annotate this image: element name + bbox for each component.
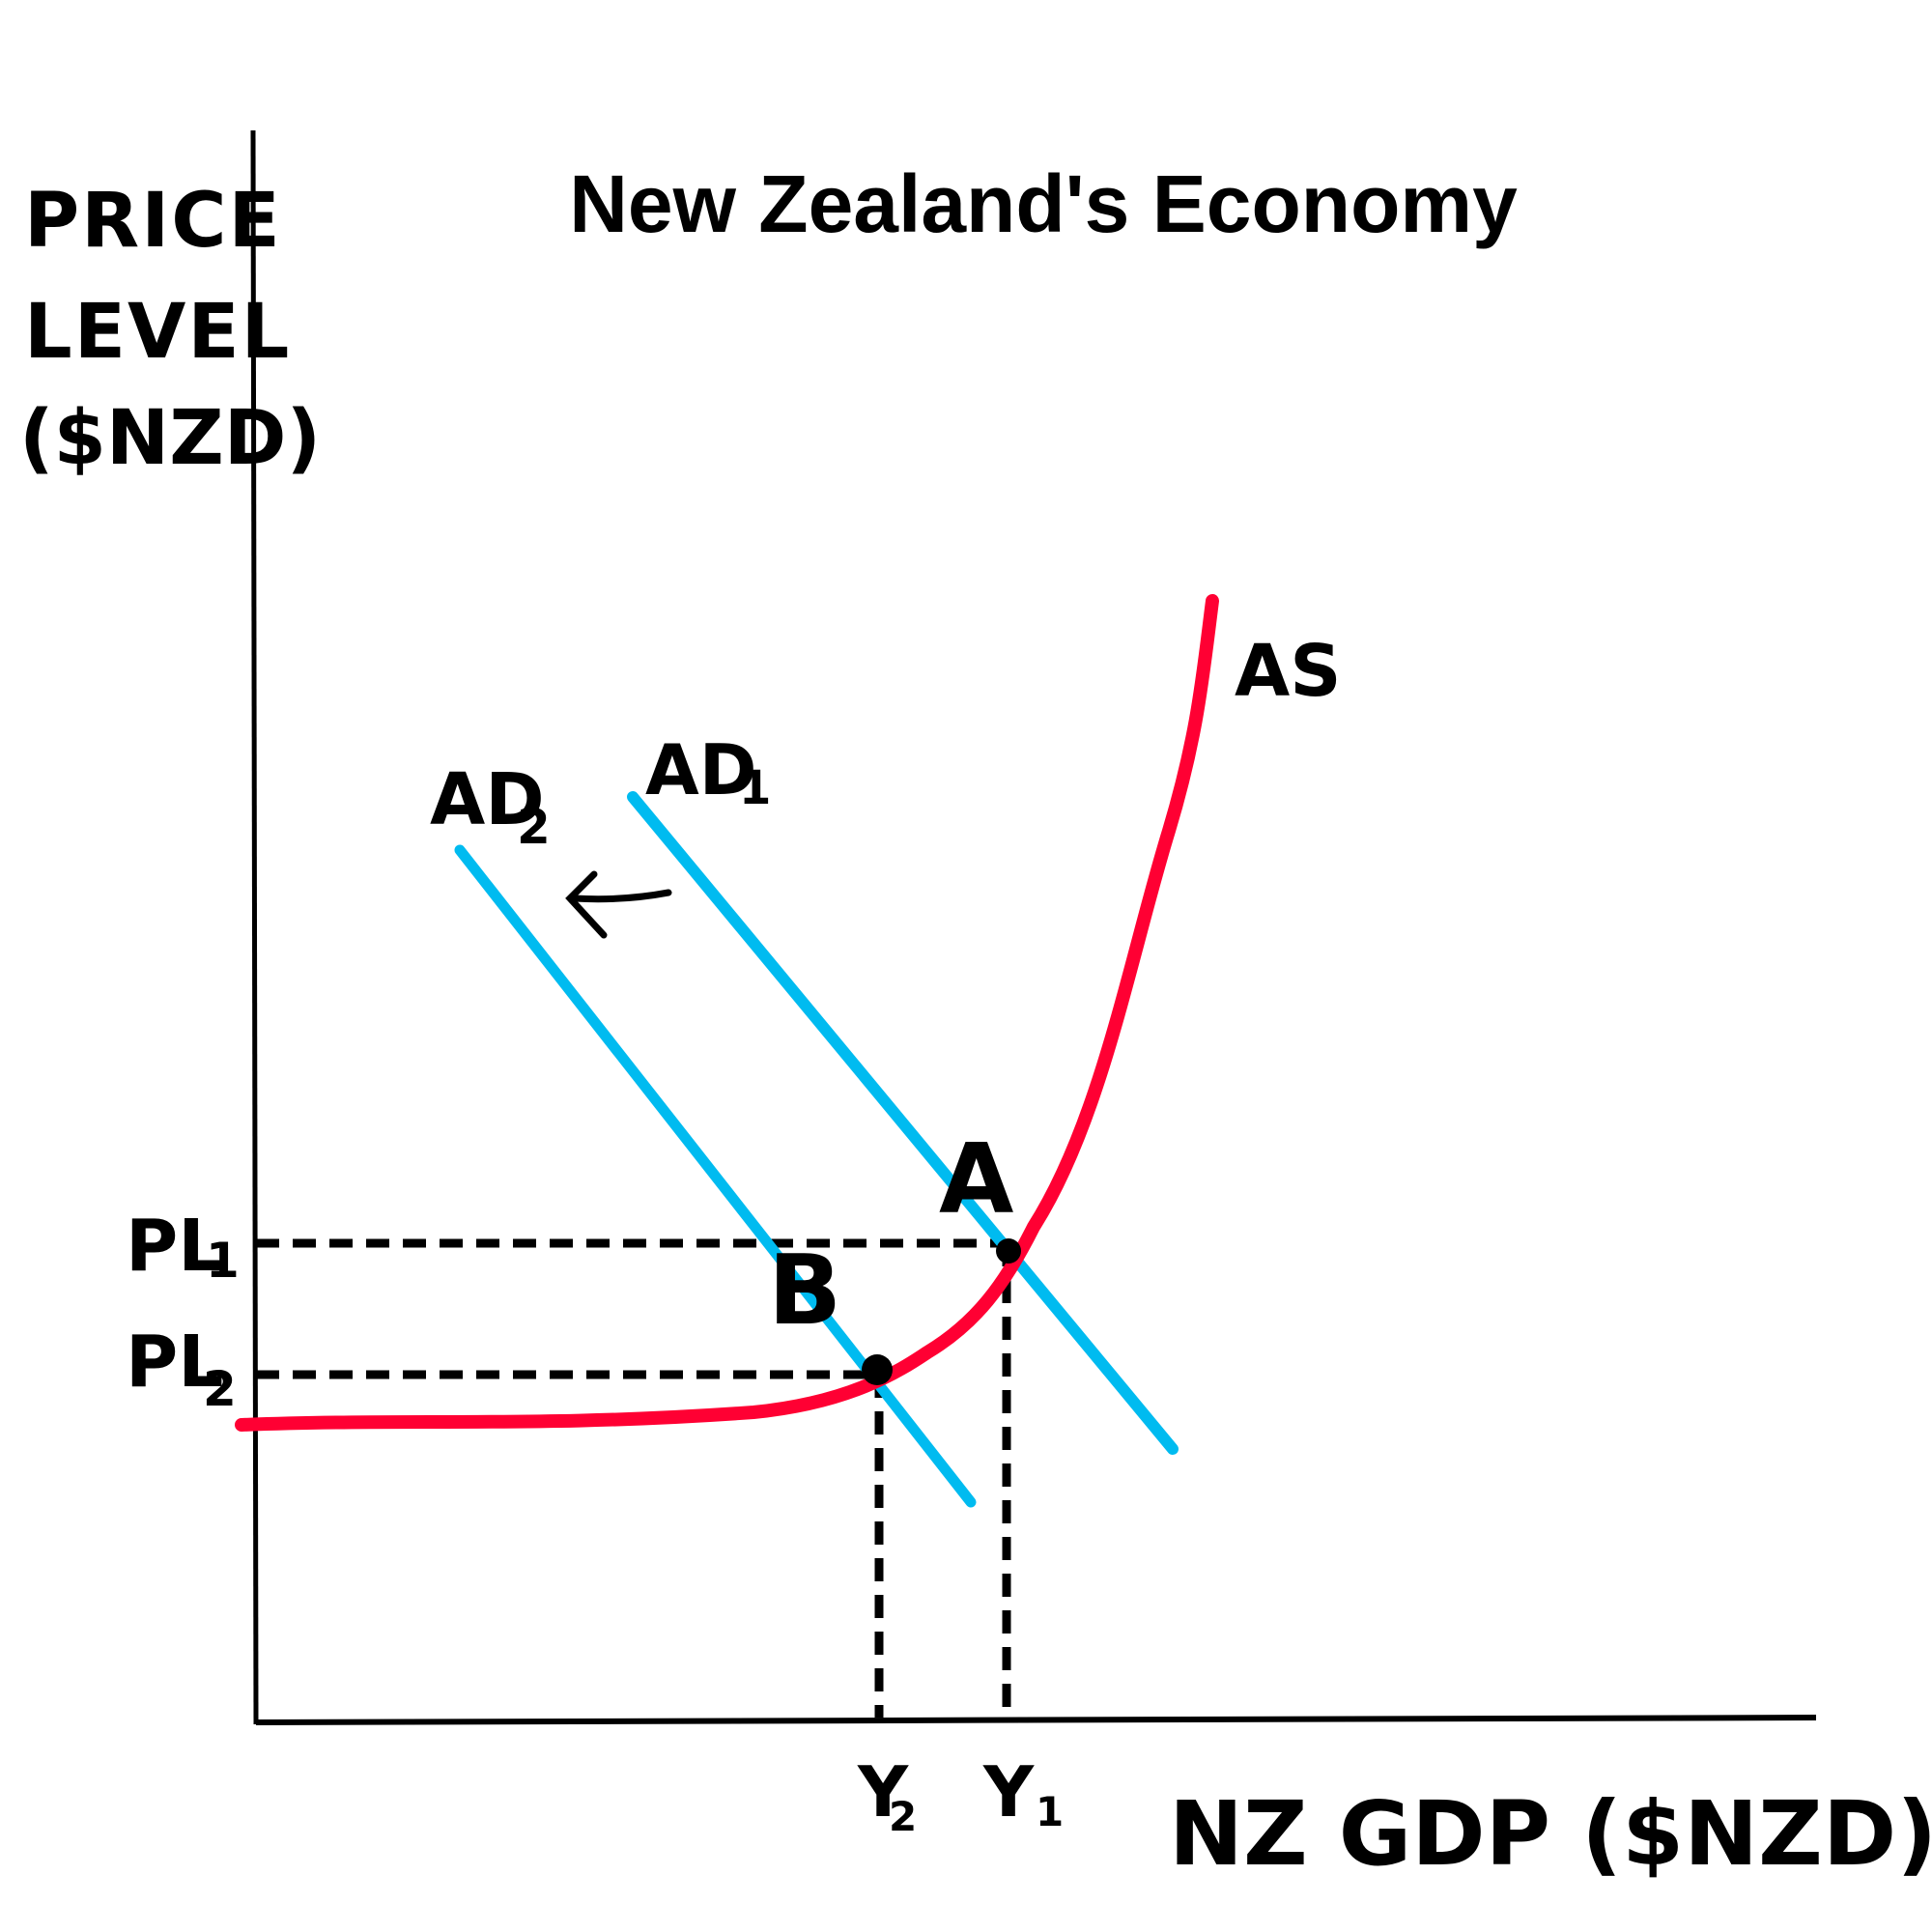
pl1-label-sub: 1: [206, 1233, 240, 1289]
as-curve: [235, 594, 1219, 1432]
pl2-label-text: PL: [126, 1321, 223, 1404]
x-axis-label: NZ GDP ($NZD): [1169, 1782, 1932, 1886]
y-axis-line: [250, 129, 259, 1725]
y-axis-label-line2: LEVEL: [24, 289, 291, 376]
y-axis-label-line1: PRICE: [24, 178, 282, 265]
y2-label: Y 2: [857, 1751, 917, 1840]
pl2-label-sub: 2: [203, 1361, 237, 1417]
y1-label: Y 1: [982, 1751, 1064, 1835]
y1-label-sub: 1: [1036, 1788, 1064, 1835]
point-b-marker: [862, 1354, 893, 1385]
pl1-label: PL 1: [126, 1205, 240, 1289]
y2-label-text: Y: [857, 1751, 909, 1833]
point-a-label: A: [939, 1122, 1013, 1236]
y-axis-label: PRICE LEVEL ($NZD): [19, 178, 321, 482]
y1-label-text: Y: [982, 1751, 1035, 1833]
y-axis-label-line3: ($NZD): [19, 395, 321, 482]
point-a-marker: [996, 1238, 1021, 1264]
ad2-label-sub: 2: [517, 799, 551, 855]
y2-label-sub: 2: [889, 1793, 917, 1840]
chart-title: New Zealand's Economy: [569, 158, 1518, 249]
ad1-label-text: AD: [645, 729, 757, 810]
as-label: AS: [1235, 630, 1342, 713]
pl1-label-text: PL: [126, 1205, 223, 1288]
ad1-label-sub: 1: [739, 761, 771, 815]
ad2-label: AD 2: [430, 758, 551, 855]
ad2-label-text: AD: [430, 758, 545, 841]
ad1-curve: [627, 791, 1179, 1455]
pl2-label: PL 2: [126, 1321, 237, 1417]
x-axis-line: [255, 1715, 1817, 1725]
ad2-curve: [454, 844, 977, 1508]
ad1-label: AD 1: [645, 729, 771, 815]
left-arrow-icon: [565, 870, 672, 939]
point-b-label: B: [768, 1234, 841, 1347]
